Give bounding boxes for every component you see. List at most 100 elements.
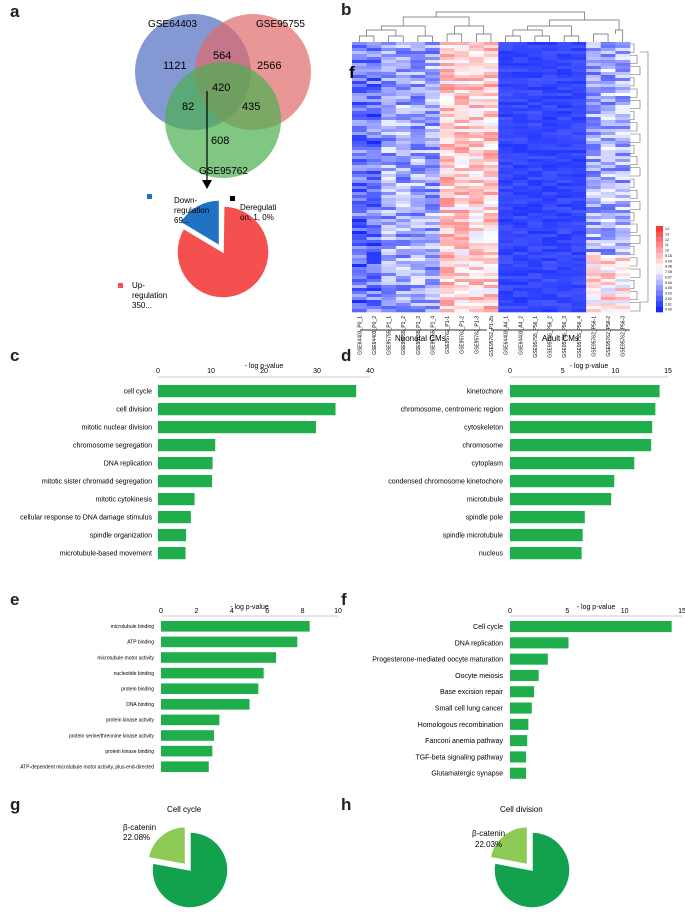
- category-label-d: cytoplasm: [471, 461, 503, 468]
- heatmap-cell: [527, 150, 543, 154]
- category-label-e: microtubule motor activity: [97, 655, 154, 661]
- heatmap-cell: [615, 306, 631, 310]
- heatmap-cell: [483, 123, 499, 127]
- heatmap-cell: [366, 276, 382, 280]
- heatmap-cell: [395, 108, 411, 112]
- heatmap-cell: [469, 144, 484, 148]
- heatmap-cell: [483, 60, 499, 64]
- heatmap-cell: [352, 165, 367, 169]
- heatmap-cell: [469, 210, 484, 214]
- heatmap-cell: [352, 135, 367, 139]
- heatmap-cell: [571, 195, 587, 199]
- heatmap-cell: [586, 294, 602, 298]
- heatmap-cell: [542, 126, 558, 130]
- heatmap-cell: [425, 150, 441, 154]
- pie-h-label-name: β-catenin: [472, 829, 505, 838]
- heatmap-cell: [410, 90, 426, 94]
- venn-circle-gse95762: [165, 62, 281, 178]
- heatmap-cell: [410, 69, 426, 73]
- heatmap-cell: [483, 150, 499, 154]
- heatmap-cell: [410, 246, 426, 250]
- heatmap-cell: [571, 204, 587, 208]
- heatmap-cell: [395, 219, 411, 223]
- heatmap-cell: [425, 69, 441, 73]
- heatmap-cell: [556, 288, 572, 292]
- heatmap-cell: [615, 216, 631, 220]
- heatmap-cell: [527, 84, 543, 88]
- heatmap-cell: [615, 165, 631, 169]
- heatmap-cell: [571, 300, 587, 304]
- heatmap-cell: [615, 138, 631, 142]
- heatmap-cell: [600, 273, 616, 277]
- heatmap-cell: [454, 303, 470, 307]
- heatmap-cell: [439, 45, 455, 49]
- heatmap-cell: [586, 147, 602, 151]
- heatmap-cell: [439, 81, 455, 85]
- heatmap-cell: [600, 54, 616, 58]
- heatmap-cell: [571, 246, 587, 250]
- heatmap-cell: [527, 171, 543, 175]
- heatmap-cell: [425, 204, 441, 208]
- heatmap-cell: [483, 108, 499, 112]
- heatmap-cell: [498, 294, 514, 298]
- heatmap-cell: [498, 165, 514, 169]
- heatmap-cell: [366, 60, 382, 64]
- heatmap-cell: [454, 285, 470, 289]
- heatmap-cell: [352, 234, 367, 238]
- heatmap-cell: [454, 240, 470, 244]
- sample-label: GSE95762_P1-2b: [489, 316, 495, 357]
- heatmap-cell: [483, 309, 499, 313]
- heatmap-cell: [512, 261, 528, 265]
- heatmap-cell: [425, 123, 441, 127]
- heatmap-cell: [542, 255, 558, 259]
- heatmap-cell: [425, 159, 441, 163]
- heatmap-cell: [395, 207, 411, 211]
- heatmap-cell: [395, 267, 411, 271]
- heatmap-cell: [469, 201, 484, 205]
- heatmap-cell: [556, 207, 572, 211]
- heatmap-cell: [498, 135, 514, 139]
- heatmap-cell: [512, 141, 528, 145]
- heatmap-cell: [395, 177, 411, 181]
- heatmap-cell: [542, 201, 558, 205]
- color-scale-step: [656, 295, 663, 302]
- heatmap-cell: [454, 123, 470, 127]
- axis-title-f: - log p-value: [577, 604, 616, 611]
- heatmap-cell: [439, 303, 455, 307]
- heatmap-cell: [469, 282, 484, 286]
- heatmap-cell: [454, 159, 470, 163]
- bar-c: [158, 385, 357, 398]
- heatmap-cell: [366, 207, 382, 211]
- heatmap-cell: [615, 243, 631, 247]
- heatmap-cell: [556, 303, 572, 307]
- heatmap-cell: [366, 147, 382, 151]
- heatmap-cell: [352, 225, 367, 229]
- heatmap-cell: [586, 288, 602, 292]
- heatmap-cell: [425, 222, 441, 226]
- heatmap-cell: [571, 282, 587, 286]
- heatmap-cell: [542, 207, 558, 211]
- heatmap-cell: [615, 63, 631, 67]
- heatmap-cell: [410, 267, 426, 271]
- heatmap-cell: [498, 282, 514, 286]
- heatmap-cell: [542, 204, 558, 208]
- bar-c: [158, 511, 191, 524]
- heatmap-cell: [352, 177, 367, 181]
- heatmap-cell: [366, 234, 382, 238]
- heatmap-cell: [395, 300, 411, 304]
- color-scale-step: [656, 258, 663, 264]
- heatmap-cell: [381, 273, 397, 277]
- heatmap-cell: [571, 132, 587, 136]
- heatmap-cell: [615, 144, 631, 148]
- heatmap-cell: [425, 228, 441, 232]
- heatmap-overlay-letter: f: [349, 63, 355, 82]
- heatmap-cell: [615, 99, 631, 103]
- heatmap-cell: [469, 189, 484, 193]
- heatmap-cell: [571, 264, 587, 268]
- heatmap-cell: [454, 132, 470, 136]
- heatmap-cell: [542, 237, 558, 241]
- heatmap-cell: [512, 147, 528, 151]
- heatmap-cell: [586, 255, 602, 259]
- color-scale-step: [656, 274, 663, 281]
- bar-e: [161, 714, 220, 726]
